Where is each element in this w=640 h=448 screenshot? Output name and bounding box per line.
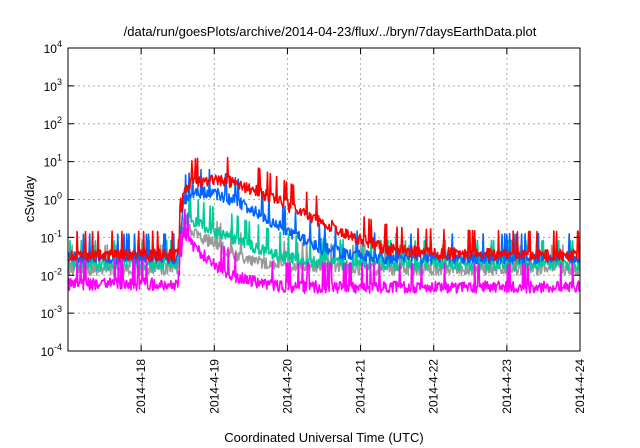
x-tick-label: 2014-4-23 bbox=[500, 359, 514, 414]
x-tick-label: 2014-4-22 bbox=[427, 359, 441, 414]
x-tick-label: 2014-4-24 bbox=[573, 359, 587, 414]
y-tick-label: 10-4 bbox=[41, 342, 62, 359]
y-tick-label: 10-3 bbox=[41, 304, 62, 321]
x-tick-label: 2014-4-20 bbox=[280, 359, 294, 414]
grid-lines bbox=[68, 48, 580, 351]
x-tick-label: 2014-4-18 bbox=[134, 359, 148, 414]
series-line bbox=[67, 156, 581, 262]
series-line bbox=[67, 220, 581, 276]
y-tick-label: 104 bbox=[44, 39, 62, 56]
y-tick-label: 101 bbox=[44, 153, 62, 170]
x-axis-ticks: 2014-4-18 2014-4-19 2014-4-20 2014-4-21 2014… bbox=[134, 48, 587, 414]
y-tick-label: 103 bbox=[44, 77, 62, 94]
y-tick-label: 10-2 bbox=[41, 266, 62, 283]
data-series bbox=[67, 156, 581, 294]
series-line bbox=[67, 208, 581, 294]
x-tick-label: 2014-4-21 bbox=[354, 359, 368, 414]
chart-title: /data/run/goesPlots/archive/2014-04-23/f… bbox=[124, 24, 537, 39]
y-tick-label: 102 bbox=[44, 115, 62, 132]
x-tick-label: 2014-4-19 bbox=[207, 359, 221, 414]
y-axis-ticks: 10-4 10-3 10-2 10-1 100 101 102 103 104 bbox=[41, 39, 580, 359]
y-tick-label: 10-1 bbox=[41, 228, 62, 245]
y-axis-label: cSv/day bbox=[22, 175, 37, 222]
y-tick-label: 100 bbox=[44, 191, 62, 208]
x-axis-label: Coordinated Universal Time (UTC) bbox=[224, 430, 423, 445]
